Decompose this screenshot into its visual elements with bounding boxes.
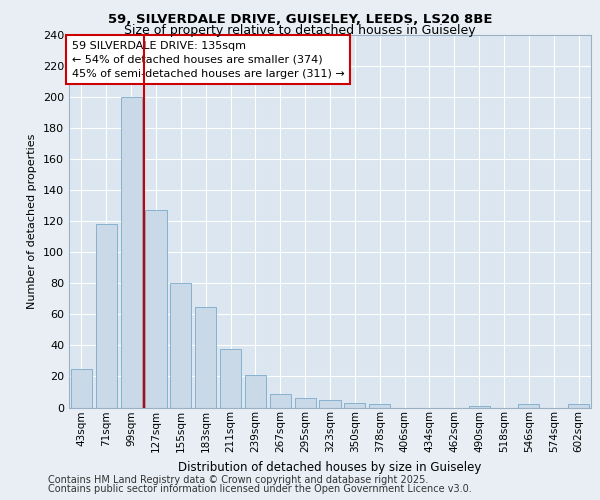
Bar: [170, 284, 191, 408]
X-axis label: Distribution of detached houses by size in Guiseley: Distribution of detached houses by size …: [178, 460, 482, 473]
Bar: [220, 348, 241, 408]
Bar: [518, 404, 539, 407]
Y-axis label: Number of detached properties: Number of detached properties: [28, 134, 37, 309]
Text: Size of property relative to detached houses in Guiseley: Size of property relative to detached ho…: [124, 24, 476, 37]
Bar: [319, 400, 341, 407]
Bar: [245, 375, 266, 408]
Text: Contains public sector information licensed under the Open Government Licence v3: Contains public sector information licen…: [48, 484, 472, 494]
Bar: [295, 398, 316, 407]
Bar: [568, 404, 589, 407]
Text: 59 SILVERDALE DRIVE: 135sqm
← 54% of detached houses are smaller (374)
45% of se: 59 SILVERDALE DRIVE: 135sqm ← 54% of det…: [71, 40, 344, 78]
Text: Contains HM Land Registry data © Crown copyright and database right 2025.: Contains HM Land Registry data © Crown c…: [48, 475, 428, 485]
Bar: [145, 210, 167, 408]
Bar: [344, 403, 365, 407]
Bar: [96, 224, 117, 408]
Bar: [121, 97, 142, 408]
Bar: [270, 394, 291, 407]
Bar: [195, 306, 216, 408]
Text: 59, SILVERDALE DRIVE, GUISELEY, LEEDS, LS20 8BE: 59, SILVERDALE DRIVE, GUISELEY, LEEDS, L…: [108, 13, 492, 26]
Bar: [369, 404, 390, 407]
Bar: [469, 406, 490, 407]
Bar: [71, 368, 92, 408]
